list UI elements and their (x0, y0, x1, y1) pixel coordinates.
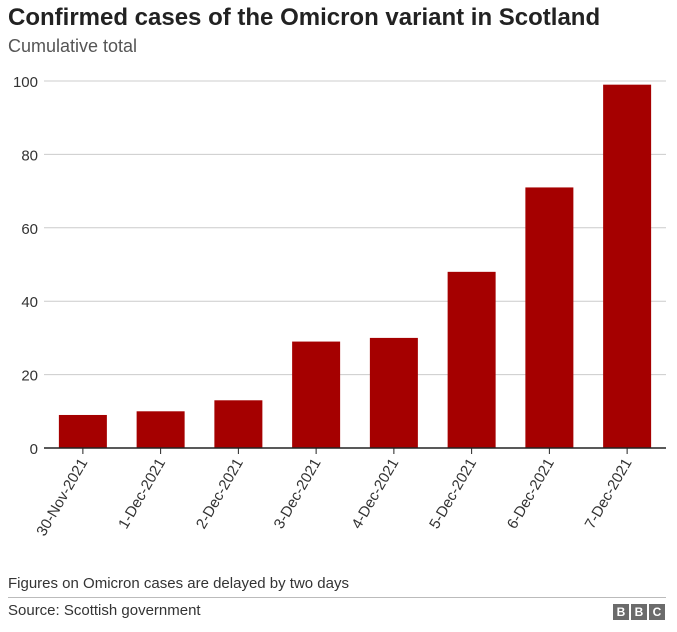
chart-subtitle: Cumulative total (8, 36, 138, 56)
bar (525, 187, 574, 448)
x-tick-label: 30-Nov-2021 (33, 456, 91, 540)
bar (603, 84, 652, 449)
y-tick-label: 60 (21, 221, 38, 238)
x-tick-label: 5-Dec-2021 (426, 456, 480, 532)
y-tick-label: 40 (21, 294, 38, 311)
bar (447, 271, 496, 448)
y-tick-label: 0 (30, 441, 38, 458)
x-tick-label: 2-Dec-2021 (193, 456, 247, 532)
bar-chart: 0 20 40 60 80 100 30-Nov-2021 1-Dec-2021 2-Dec-2… (13, 74, 666, 540)
bar (136, 411, 185, 448)
x-tick-label: 4-Dec-2021 (348, 456, 402, 532)
source-text: Source: Scottish government (8, 602, 201, 619)
bar (58, 414, 107, 448)
y-tick-label: 80 (21, 147, 38, 164)
footer-divider (8, 597, 666, 598)
x-tick-label: 6-Dec-2021 (504, 456, 558, 532)
logo-letter: B (631, 604, 647, 620)
bar (369, 337, 418, 448)
bar (292, 341, 341, 448)
x-tick-label: 3-Dec-2021 (271, 456, 325, 532)
bar (214, 400, 263, 448)
y-tick-label: 20 (21, 368, 38, 385)
x-tick-label: 7-Dec-2021 (582, 456, 636, 532)
logo-letter: C (649, 604, 665, 620)
chart-title: Confirmed cases of the Omicron variant i… (8, 4, 601, 31)
logo-letter: B (613, 604, 629, 620)
x-tick-label: 1-Dec-2021 (115, 456, 169, 532)
bbc-logo: B B C (613, 604, 665, 620)
y-tick-label: 100 (13, 74, 38, 91)
footnote: Figures on Omicron cases are delayed by … (8, 575, 349, 592)
